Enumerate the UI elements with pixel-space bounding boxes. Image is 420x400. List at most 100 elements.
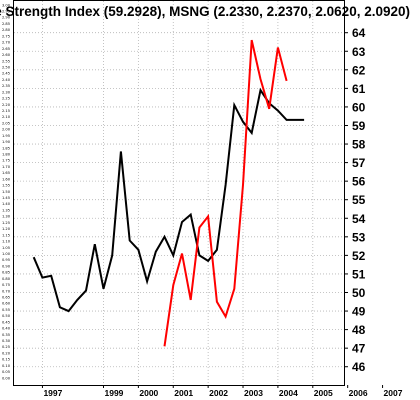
- x-axis-ticks: 1997 1999 2000 2001 2002 2003 2004 2005 2006 2007: [41, 385, 403, 398]
- x-tick-label: 2006: [349, 388, 368, 398]
- left-tick-label: 1.05: [2, 246, 10, 250]
- left-tick-label: 1.75: [2, 159, 10, 163]
- x-tick-label: 2002: [209, 388, 228, 398]
- left-axis-ticks: 0.00 0.05 0.10 0.15 0.20 0.25 0.30 0.35 0.40 0.45…: [2, 3, 11, 380]
- left-tick-label: 2.20: [2, 103, 11, 107]
- grid-lines: [14, 1, 344, 385]
- left-tick-label: 0.25: [2, 345, 10, 349]
- right-tick-label: 54: [352, 212, 366, 226]
- left-tick-label: 2.25: [2, 97, 10, 101]
- left-tick-label: 0.00: [2, 376, 11, 380]
- left-tick-label: 2.10: [2, 115, 11, 119]
- right-tick-label: 46: [352, 360, 366, 374]
- right-tick-label: 51: [352, 267, 366, 281]
- right-tick-label: 58: [352, 138, 366, 152]
- left-tick-label: 0.75: [2, 283, 10, 287]
- left-tick-label: 1.85: [2, 146, 10, 150]
- left-tick-label: 0.55: [2, 308, 10, 312]
- right-tick-label: 53: [352, 230, 366, 244]
- left-tick-label: 0.85: [2, 271, 10, 275]
- right-tick-label: 64: [352, 26, 366, 40]
- left-tick-label: 0.45: [2, 320, 10, 324]
- left-tick-label: 2.65: [2, 47, 10, 51]
- x-tick-label: 1997: [43, 388, 62, 398]
- right-tick-label: 47: [352, 342, 366, 356]
- left-tick-label: 1.55: [2, 184, 10, 188]
- left-tick-label: 2.40: [2, 78, 11, 82]
- left-tick-label: 2.95: [2, 10, 10, 14]
- right-tick-label: 55: [352, 193, 366, 207]
- left-tick-label: 1.50: [2, 190, 11, 194]
- right-tick-label: 63: [352, 45, 366, 59]
- left-tick-label: 1.95: [2, 134, 10, 138]
- right-tick-label: 48: [352, 323, 366, 337]
- left-tick-label: 2.90: [2, 16, 11, 20]
- left-tick-label: 2.80: [2, 28, 11, 32]
- left-tick-label: 1.30: [2, 215, 11, 219]
- left-tick-label: 0.50: [2, 314, 11, 318]
- left-tick-label: 1.45: [2, 196, 10, 200]
- left-tick-label: 2.15: [2, 109, 10, 113]
- left-tick-label: 1.25: [2, 221, 10, 225]
- right-tick-label: 50: [352, 286, 366, 300]
- x-tick-label: 2003: [244, 388, 263, 398]
- series-lines: [32, 39, 305, 347]
- left-tick-label: 0.95: [2, 258, 10, 262]
- x-tick-label: 2005: [314, 388, 333, 398]
- chart-title: Relative Strength Index (59.2928), MSNG …: [0, 4, 410, 19]
- left-tick-label: 1.20: [2, 227, 11, 231]
- left-tick-label: 0.65: [2, 295, 10, 299]
- left-tick-label: 0.40: [2, 327, 11, 331]
- left-tick-label: 2.50: [2, 65, 11, 69]
- left-tick-label: 1.60: [2, 177, 11, 181]
- series-line-2: [163, 39, 288, 347]
- left-tick-label: 3.00: [2, 3, 11, 7]
- left-tick-label: 1.15: [2, 233, 10, 237]
- left-tick-label: 2.85: [2, 22, 10, 26]
- left-tick-label: 2.30: [2, 90, 11, 94]
- right-tick-label: 56: [352, 175, 366, 189]
- left-tick-label: 0.60: [2, 302, 11, 306]
- right-tick-label: 52: [352, 249, 366, 263]
- left-tick-label: 2.60: [2, 53, 11, 57]
- x-tick-label: 2000: [139, 388, 158, 398]
- left-tick-label: 1.70: [2, 165, 11, 169]
- left-tick-label: 1.40: [2, 202, 11, 206]
- right-tick-label: 57: [352, 156, 366, 170]
- series-line-1: [32, 87, 305, 313]
- left-tick-label: 1.65: [2, 171, 10, 175]
- left-tick-label: 0.15: [2, 358, 10, 362]
- left-tick-label: 0.05: [2, 370, 10, 374]
- x-tick-label: 2001: [174, 388, 193, 398]
- right-tick-label: 62: [352, 63, 366, 77]
- x-tick-label: 2007: [384, 388, 403, 398]
- left-tick-label: 0.20: [2, 351, 11, 355]
- left-tick-label: 2.70: [2, 41, 11, 45]
- left-tick-label: 1.00: [2, 252, 11, 256]
- plot-frame: [13, 0, 345, 386]
- left-tick-label: 2.05: [2, 121, 10, 125]
- right-axis-ticks: 46 47 48 49 50 51 52 53 54 55 56 57 58 59 60 61 62 63 64: [344, 26, 366, 374]
- left-tick-label: 0.90: [2, 264, 11, 268]
- left-tick-label: 1.90: [2, 140, 11, 144]
- left-tick-label: 2.00: [2, 128, 11, 132]
- left-tick-label: 0.30: [2, 339, 11, 343]
- x-tick-label: 2004: [279, 388, 298, 398]
- left-tick-label: 2.75: [2, 34, 10, 38]
- right-tick-label: 49: [352, 305, 366, 319]
- right-tick-label: 59: [352, 119, 366, 133]
- right-tick-label: 61: [352, 82, 366, 96]
- left-tick-label: 1.35: [2, 208, 10, 212]
- left-tick-label: 0.10: [2, 364, 11, 368]
- left-tick-label: 0.80: [2, 277, 11, 281]
- left-tick-label: 2.55: [2, 59, 10, 63]
- right-tick-label: 60: [352, 100, 366, 114]
- left-tick-label: 2.45: [2, 72, 10, 76]
- left-tick-label: 1.80: [2, 153, 11, 157]
- left-tick-label: 1.10: [2, 240, 11, 244]
- left-tick-label: 0.35: [2, 333, 10, 337]
- left-tick-label: 0.70: [2, 289, 11, 293]
- x-tick-label: 1999: [104, 388, 123, 398]
- left-tick-label: 2.35: [2, 84, 10, 88]
